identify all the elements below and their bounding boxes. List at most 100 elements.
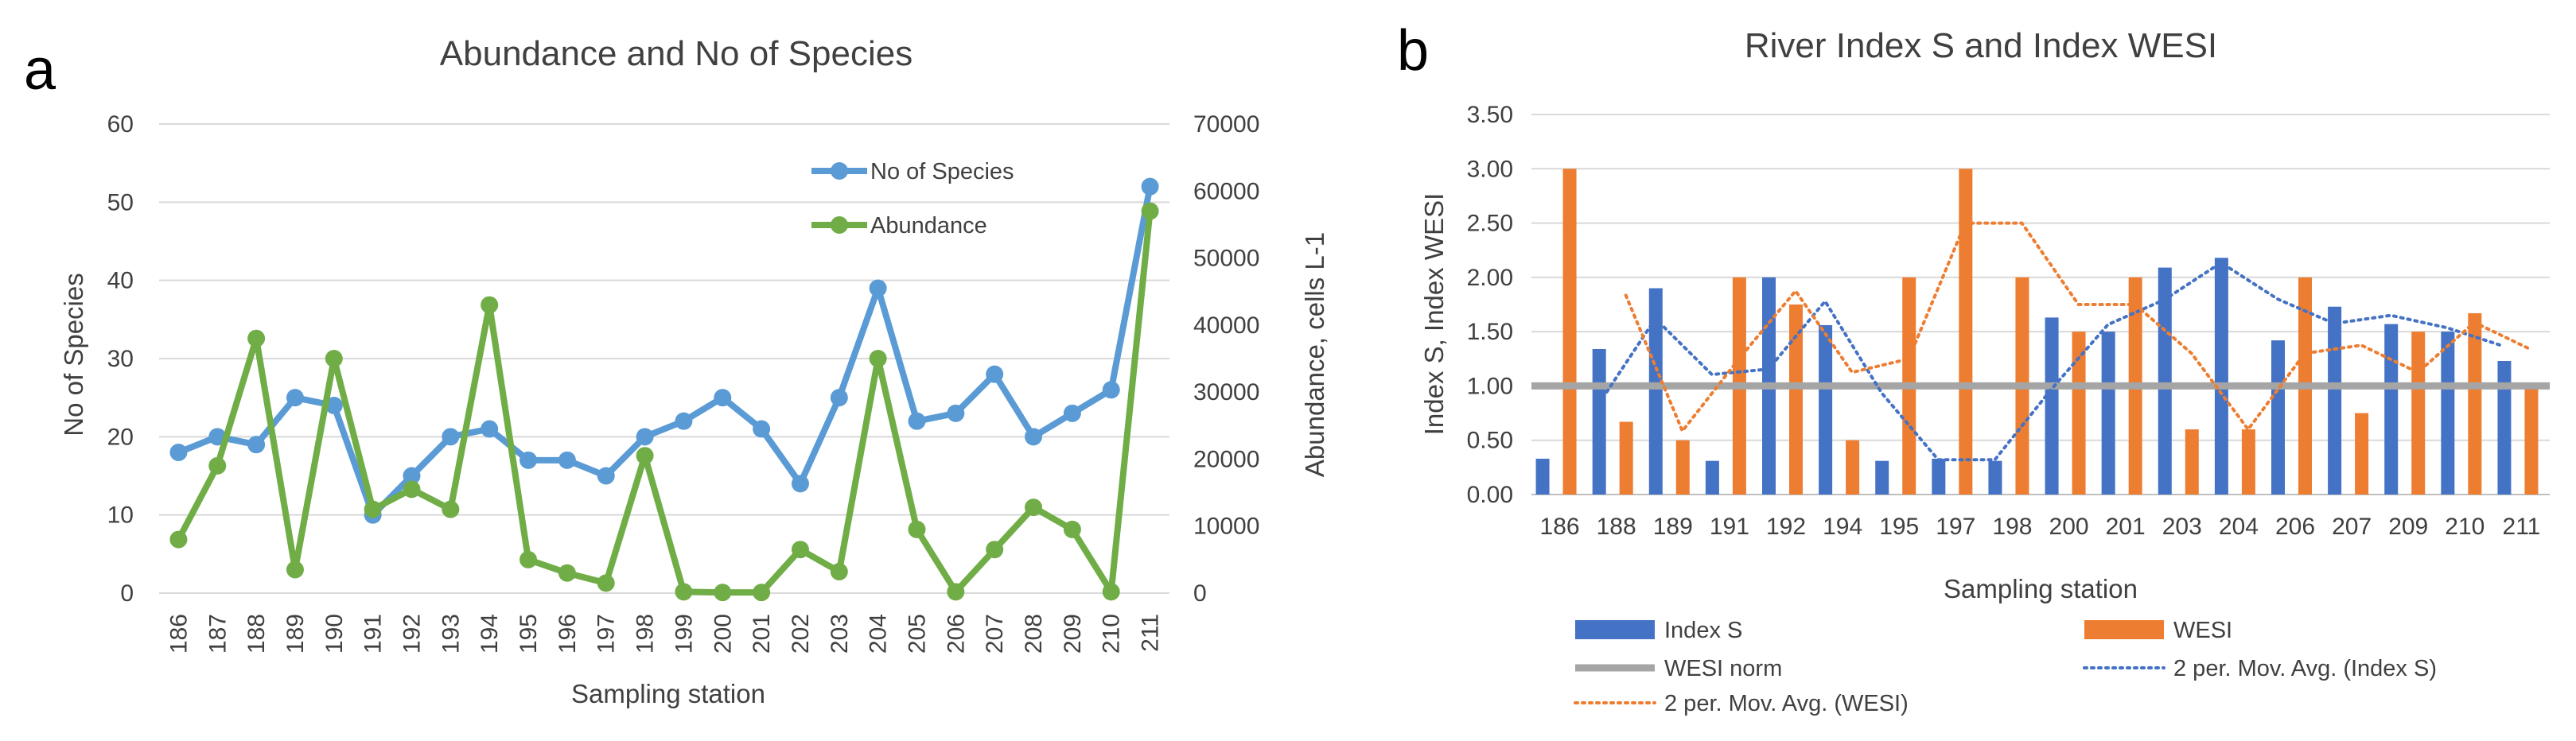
y-tick-label: 10 xyxy=(107,502,134,529)
legend-swatch xyxy=(1575,620,1655,639)
data-point xyxy=(597,467,615,485)
y2-tick-label: 70000 xyxy=(1193,111,1259,138)
x-tick-label: 192 xyxy=(399,614,426,654)
series-line xyxy=(177,185,1154,518)
x-tick-label: 194 xyxy=(477,614,503,654)
bar-wesi xyxy=(2411,332,2426,495)
data-point xyxy=(869,279,887,297)
legend-marker xyxy=(831,216,848,234)
y-tick-label: 2.50 xyxy=(1467,211,1513,237)
y-tick-label: 0 xyxy=(120,580,134,607)
x-tick-label: 187 xyxy=(204,614,231,654)
data-point xyxy=(286,389,304,407)
data-point xyxy=(675,412,693,430)
x-tick-label: 186 xyxy=(1540,514,1580,540)
bar-index-s xyxy=(2045,317,2059,495)
x-tick-label: 198 xyxy=(1992,514,2032,540)
legend-label: WESI norm xyxy=(1664,656,1782,681)
data-point xyxy=(636,428,654,446)
chart-a-series xyxy=(169,177,1159,602)
bar-wesi xyxy=(1675,440,1690,495)
data-point xyxy=(1141,202,1159,220)
y-tick-label: 0.50 xyxy=(1467,428,1513,454)
data-point xyxy=(442,500,460,518)
legend-label: Index S xyxy=(1664,618,1742,643)
x-tick-label: 203 xyxy=(827,614,853,654)
bar-index-s xyxy=(2214,258,2228,495)
legend-entry: No of Species xyxy=(811,159,1014,184)
x-tick-label: 198 xyxy=(632,614,659,654)
x-tick-label: 201 xyxy=(2106,514,2146,540)
panel-a: a Abundance and No of Species 0102030405… xyxy=(24,34,1329,708)
y2-tick-label: 40000 xyxy=(1193,312,1259,339)
panel-label-a: a xyxy=(24,38,56,102)
data-point xyxy=(908,520,926,538)
x-tick-label: 197 xyxy=(593,614,620,654)
data-point xyxy=(519,550,538,568)
x-tick-label: 206 xyxy=(943,614,969,654)
bar-wesi xyxy=(2072,332,2086,495)
data-point xyxy=(947,583,965,601)
data-point xyxy=(286,561,304,579)
x-tick-label: 199 xyxy=(671,614,697,654)
bar-index-s xyxy=(2101,332,2115,495)
bar-index-s xyxy=(2158,267,2172,495)
chart-a-title: Abundance and No of Species xyxy=(440,34,912,73)
y2-tick-label: 0 xyxy=(1193,580,1207,607)
x-tick-label: 208 xyxy=(1021,614,1047,654)
series-abundance xyxy=(169,202,1159,602)
bar-index-s xyxy=(2497,361,2512,495)
x-tick-label: 194 xyxy=(1823,514,1862,540)
x-tick-label: 209 xyxy=(2388,514,2428,540)
y-tick-label: 50 xyxy=(107,189,134,215)
data-point xyxy=(325,350,343,367)
data-point xyxy=(1025,428,1043,446)
y2-tick-label: 60000 xyxy=(1193,178,1259,204)
bar-index-s xyxy=(2328,306,2342,495)
data-point xyxy=(830,563,848,581)
x-tick-label: 204 xyxy=(866,614,892,654)
data-point xyxy=(403,480,421,499)
data-point xyxy=(636,447,654,465)
data-point xyxy=(558,451,576,469)
chart-a-xlabel: Sampling station xyxy=(571,679,765,708)
data-point xyxy=(364,500,382,518)
bar-wesi xyxy=(2468,312,2482,495)
bar-index-s xyxy=(1535,458,1550,495)
x-tick-label: 207 xyxy=(2332,514,2372,540)
data-point xyxy=(1141,177,1159,196)
y-tick-label: 0.00 xyxy=(1467,482,1513,508)
legend-label: No of Species xyxy=(870,159,1014,184)
x-tick-label: 191 xyxy=(1710,514,1749,540)
legend-label: 2 per. Mov. Avg. (Index S) xyxy=(2173,656,2437,681)
data-point xyxy=(753,420,771,438)
x-tick-label: 207 xyxy=(982,614,1008,654)
data-point xyxy=(481,420,499,438)
data-point xyxy=(325,397,343,414)
bar-wesi xyxy=(1789,305,1803,495)
data-point xyxy=(558,564,576,582)
data-point xyxy=(1102,381,1120,399)
chart-b-series xyxy=(1531,169,2550,495)
data-point xyxy=(247,329,266,347)
bar-index-s xyxy=(2271,340,2285,495)
chart-b-legend: Index S WESI WESI norm 2 per. Mov. Avg. (In… xyxy=(1574,618,2437,716)
chart-a-ylabel: No of Species xyxy=(59,273,88,436)
bar-index-s xyxy=(1819,324,1833,495)
y-tick-label: 2.00 xyxy=(1467,265,1513,291)
legend-label: WESI xyxy=(2173,618,2232,643)
bar-wesi xyxy=(1619,421,1633,495)
y-tick-label: 1.50 xyxy=(1467,319,1513,345)
bar-wesi xyxy=(2355,413,2369,495)
chart-b-y-axis-ticks: 0.00 0.50 1.00 1.50 2.00 2.50 3.00 3.50 xyxy=(1467,102,1513,508)
y-tick-label: 60 xyxy=(107,111,134,138)
legend-entry: 2 per. Mov. Avg. (WESI) xyxy=(1574,691,1909,716)
y2-tick-label: 20000 xyxy=(1193,446,1259,472)
data-point xyxy=(714,584,732,602)
legend-label: Abundance xyxy=(870,213,987,239)
moving-average-wesi xyxy=(1624,221,2533,435)
data-point xyxy=(169,530,188,549)
legend-entry: WESI norm xyxy=(1575,656,1782,681)
y2-tick-label: 10000 xyxy=(1193,514,1259,540)
chart-b-title: River Index S and Index WESI xyxy=(1745,26,2217,65)
